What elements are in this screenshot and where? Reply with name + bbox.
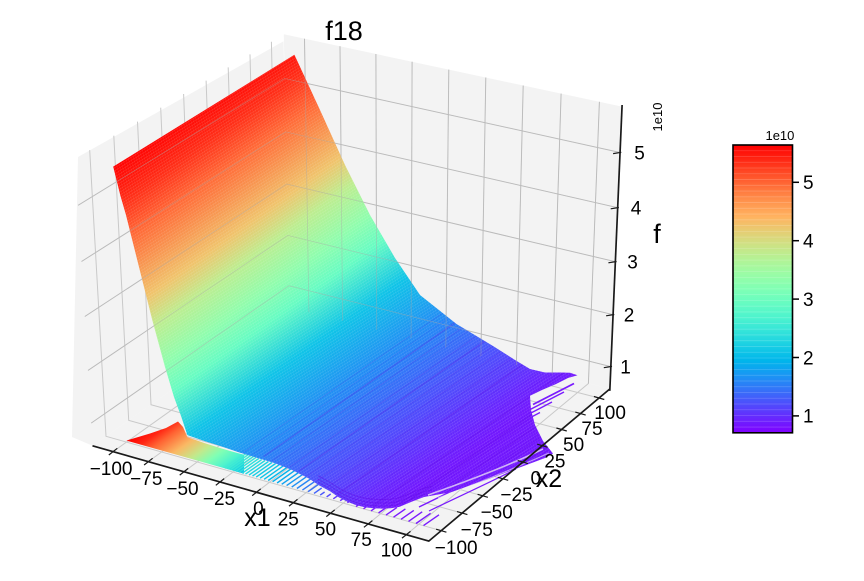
svg-text:3: 3 <box>627 253 638 274</box>
svg-text:4: 4 <box>631 199 642 220</box>
svg-text:−25: −25 <box>500 485 532 506</box>
svg-text:−50: −50 <box>166 479 198 500</box>
svg-text:−100: −100 <box>90 459 133 480</box>
svg-text:100: 100 <box>381 541 413 562</box>
svg-text:−25: −25 <box>203 489 235 510</box>
svg-text:−100: −100 <box>435 538 478 559</box>
svg-text:x2: x2 <box>536 465 562 493</box>
svg-text:x1: x1 <box>244 504 270 532</box>
svg-text:f18: f18 <box>325 16 363 46</box>
svg-text:75: 75 <box>581 419 602 440</box>
svg-text:0: 0 <box>253 499 264 520</box>
svg-text:50: 50 <box>315 520 336 541</box>
svg-text:50: 50 <box>563 435 584 456</box>
svg-text:5: 5 <box>803 173 814 194</box>
svg-text:0: 0 <box>531 468 542 489</box>
svg-text:2: 2 <box>803 348 814 369</box>
svg-text:25: 25 <box>544 452 565 473</box>
svg-text:1: 1 <box>803 407 814 428</box>
svg-text:1: 1 <box>620 357 631 378</box>
svg-text:f: f <box>653 219 661 249</box>
svg-text:3: 3 <box>803 290 814 311</box>
svg-text:25: 25 <box>278 509 299 530</box>
svg-text:100: 100 <box>594 403 626 424</box>
svg-text:4: 4 <box>803 232 814 253</box>
svg-text:−50: −50 <box>481 503 513 524</box>
svg-text:2: 2 <box>624 306 635 327</box>
svg-text:1e10: 1e10 <box>650 103 665 132</box>
svg-text:5: 5 <box>634 143 645 164</box>
svg-text:−75: −75 <box>461 520 493 541</box>
svg-text:75: 75 <box>351 530 372 551</box>
svg-text:1e10: 1e10 <box>765 128 794 143</box>
svg-text:−75: −75 <box>130 469 162 490</box>
